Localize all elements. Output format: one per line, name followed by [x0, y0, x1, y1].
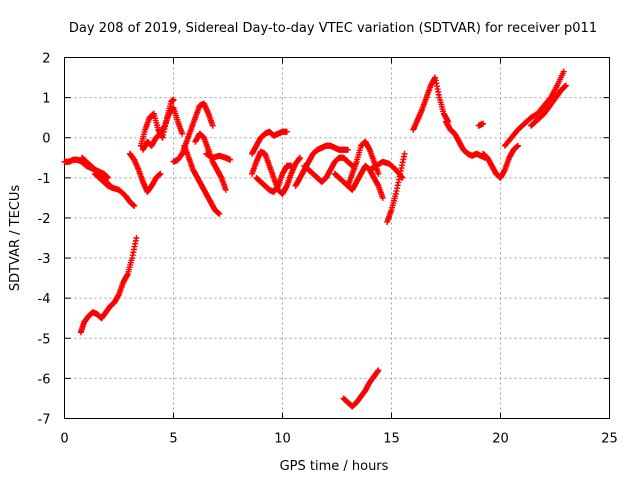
grid-lines — [64, 57, 610, 419]
series-arc-20 — [384, 150, 408, 225]
y-tick-label: -7 — [38, 413, 51, 428]
chart-title: Day 208 of 2019, Sidereal Day-to-day VTE… — [69, 21, 597, 36]
series-arc-4 — [77, 235, 140, 336]
y-tick-label: -6 — [38, 372, 51, 387]
y-tick-label: -1 — [38, 172, 51, 187]
data-point — [227, 156, 234, 163]
y-tick-label: 2 — [42, 52, 50, 67]
data-point — [480, 120, 487, 127]
series-arc-25 — [501, 68, 567, 149]
data-point — [209, 122, 216, 129]
series-arc-5 — [126, 150, 164, 195]
y-tick-label: -5 — [38, 332, 51, 347]
x-tick-label: 15 — [383, 432, 400, 447]
y-tick-labels: -7 -6 -5 -4 -3 -2 -1 0 1 2 — [38, 52, 51, 428]
series-arc-12 — [248, 128, 290, 157]
data-point — [133, 235, 140, 241]
series-arc-24 — [480, 142, 521, 181]
series-arc-15 — [292, 142, 351, 189]
data-point — [560, 68, 567, 75]
data-point — [222, 186, 229, 193]
x-tick-label: 20 — [492, 432, 509, 447]
x-tick-label: 5 — [169, 432, 177, 447]
y-tick-label: 0 — [42, 132, 50, 147]
series-arc-13 — [248, 148, 303, 197]
data-point — [562, 82, 569, 89]
series-arc-2 — [78, 154, 138, 209]
x-axis-label: GPS time / hours — [280, 459, 389, 474]
data-point — [296, 154, 303, 161]
y-tick-label: 1 — [42, 92, 50, 107]
data-point — [375, 367, 382, 374]
plot-frame — [64, 57, 610, 419]
x-tick-labels: 0 5 10 15 20 25 — [60, 432, 617, 447]
series-arc-9 — [181, 142, 223, 217]
y-tick-label: -2 — [38, 212, 51, 227]
data-point — [399, 174, 406, 181]
data-point — [401, 150, 408, 157]
data-point — [375, 170, 382, 177]
series-arc-16 — [301, 154, 356, 185]
data-point — [170, 96, 177, 103]
data-point — [131, 202, 138, 209]
data-point — [216, 210, 223, 217]
series-arc-11 — [203, 150, 234, 163]
data-point — [157, 170, 164, 177]
data-point — [179, 130, 186, 137]
series-arc-10 — [192, 130, 229, 193]
series-arc-21 — [340, 367, 382, 410]
data-point — [283, 128, 290, 135]
series-arc-27 — [475, 120, 487, 129]
data-point — [514, 142, 521, 149]
y-tick-label: -4 — [38, 292, 51, 307]
data-point — [288, 162, 295, 169]
y-tick-label: -3 — [38, 252, 51, 267]
x-tick-label: 0 — [60, 432, 68, 447]
data-point — [344, 146, 351, 153]
series-arc-3 — [92, 170, 116, 191]
series-arc-7 — [139, 104, 186, 153]
data-point — [105, 174, 112, 181]
series-arc-14 — [253, 162, 295, 195]
series-arc-26 — [528, 82, 569, 129]
x-tick-label: 10 — [274, 432, 291, 447]
series-arc-23 — [443, 118, 489, 161]
data-point — [379, 194, 386, 201]
x-tick-label: 25 — [601, 432, 618, 447]
data-point — [109, 184, 116, 191]
axis-ticks — [64, 57, 610, 419]
y-axis-label: SDTVAR / TECUs — [8, 185, 23, 292]
data-points — [61, 68, 569, 410]
